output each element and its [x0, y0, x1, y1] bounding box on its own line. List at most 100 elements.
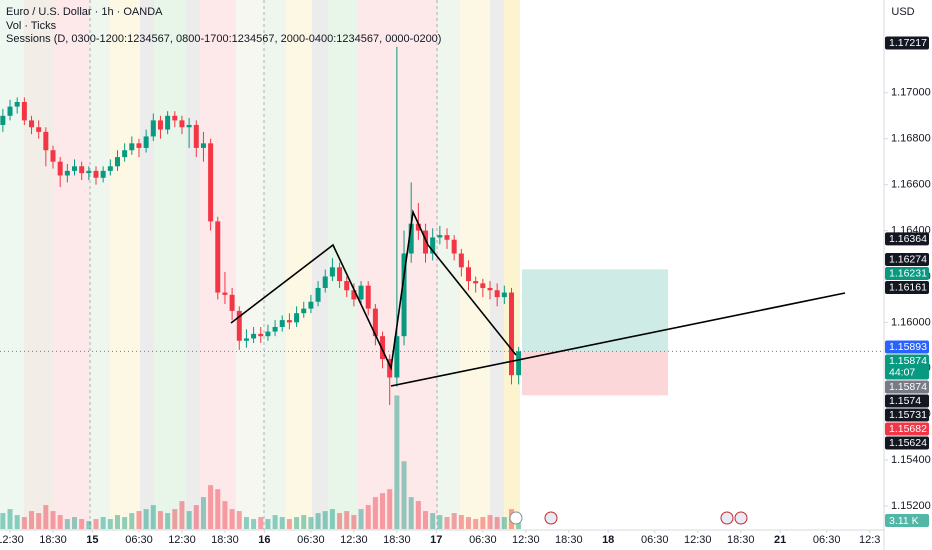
- volume-bar: [444, 517, 450, 529]
- y-tick-label: 1.15400: [891, 454, 931, 466]
- volume-bar: [466, 517, 472, 529]
- candle-body: [430, 237, 436, 254]
- candle-body: [100, 170, 106, 178]
- candle-body: [480, 283, 486, 288]
- countdown: 44:07: [889, 367, 915, 379]
- candle-body: [72, 166, 78, 171]
- volume-bar: [415, 501, 421, 529]
- volume-bar: [93, 519, 99, 529]
- volume-bar: [29, 511, 35, 529]
- session-band: [0, 0, 24, 530]
- volume-bar: [114, 515, 120, 529]
- candle-body: [286, 320, 292, 323]
- candle-body: [415, 223, 421, 231]
- price-label-bg: [885, 422, 929, 436]
- volume-bar: [193, 505, 199, 529]
- volume-bar: [473, 519, 479, 529]
- volume-bar: [122, 517, 128, 529]
- session-band: [90, 0, 110, 530]
- candle-body: [165, 115, 171, 130]
- volume-bar: [0, 513, 6, 529]
- price-label: 1.16274: [889, 254, 927, 266]
- volume-bar: [57, 515, 63, 529]
- volume-bar: [179, 501, 185, 529]
- target-zone: [522, 269, 668, 352]
- event-icon: [734, 511, 748, 525]
- volume-bar: [43, 505, 49, 529]
- price-label: 1.15893: [889, 341, 927, 353]
- candle-body: [229, 294, 235, 311]
- candle-body: [251, 333, 257, 339]
- x-tick-label: 06:30: [813, 534, 841, 546]
- candle-body: [50, 150, 56, 162]
- volume-bar: [86, 521, 92, 529]
- candle-body: [64, 170, 70, 176]
- volume-bar: [286, 519, 292, 529]
- volume-bar: [451, 513, 457, 529]
- x-tick-label: 06:30: [297, 534, 325, 546]
- candle-body: [114, 157, 120, 167]
- volume-bar: [329, 509, 335, 529]
- volume-bar: [458, 515, 464, 529]
- candle-body: [93, 170, 99, 178]
- volume-bar: [494, 517, 500, 529]
- candle-body: [458, 253, 464, 268]
- candle-body: [222, 292, 228, 295]
- candle-body: [394, 336, 400, 378]
- x-tick-label: 16: [258, 534, 270, 546]
- indicator: Sessions (D, 0300-1200:1234567, 0800-170…: [6, 33, 441, 45]
- y-tick-label: 1.16800: [891, 133, 931, 145]
- volume-bar: [430, 513, 436, 529]
- session-band: [460, 0, 490, 530]
- candle-body: [243, 338, 249, 341]
- volume-bar: [7, 509, 13, 529]
- volume-bar: [229, 509, 235, 529]
- x-tick-label: 18:30: [39, 534, 67, 546]
- volume-bar: [79, 519, 85, 529]
- volume-label-bg: [885, 514, 929, 527]
- price-label: 1.15731: [889, 409, 927, 421]
- x-tick-label: 18: [602, 534, 614, 546]
- candle-body: [279, 320, 285, 327]
- candle-body: [107, 166, 113, 171]
- candle-body: [215, 221, 221, 293]
- candle-body: [423, 230, 429, 254]
- volume-bar: [301, 515, 307, 529]
- volume-bar: [294, 517, 300, 529]
- candle-body: [36, 127, 42, 132]
- candle-body: [193, 124, 199, 148]
- session-band: [110, 0, 140, 530]
- volume-bar: [129, 513, 135, 529]
- volume-bar: [358, 509, 364, 529]
- price-label: 1.15682: [889, 423, 927, 435]
- candle-body: [294, 313, 300, 323]
- candle-body: [508, 292, 514, 376]
- volume-bar: [272, 515, 278, 529]
- volume-bar: [143, 509, 149, 529]
- x-tick-label: 21: [774, 534, 786, 546]
- candle-body: [516, 351, 522, 376]
- volume-bar: [157, 511, 163, 529]
- candle-body: [387, 359, 393, 378]
- volume-bar: [265, 519, 271, 529]
- session-band: [186, 0, 200, 530]
- candle-body: [21, 102, 27, 121]
- volume-bar: [401, 461, 407, 529]
- x-tick-label: 06:30: [125, 534, 153, 546]
- volume-bar: [344, 511, 350, 529]
- price-label-bg: [885, 436, 929, 450]
- candle-body: [473, 281, 479, 284]
- session-band: [154, 0, 186, 530]
- volume-bar: [487, 515, 493, 529]
- session-band: [490, 0, 504, 530]
- volume-bar: [279, 517, 285, 529]
- x-tick-label: 17: [430, 534, 442, 546]
- volume-bar: [365, 505, 371, 529]
- volume-bar: [387, 489, 393, 529]
- session-band: [438, 0, 460, 530]
- x-tick-label: 18:30: [211, 534, 239, 546]
- volume-bar: [215, 489, 221, 529]
- candle-body: [265, 331, 271, 337]
